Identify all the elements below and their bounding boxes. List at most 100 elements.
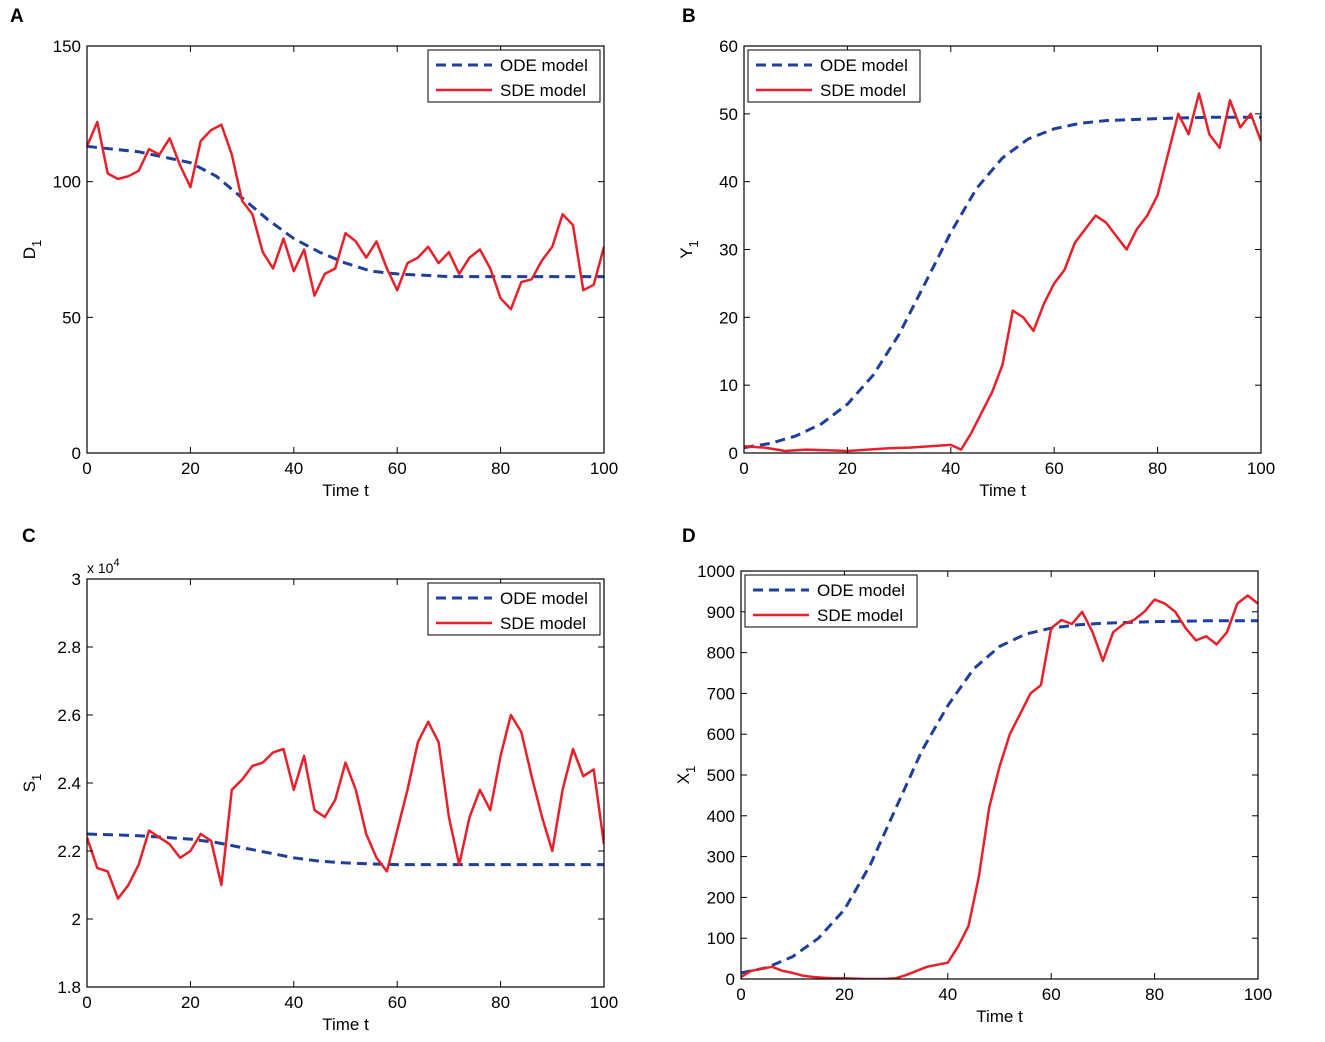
x-tick-label: 40	[941, 459, 960, 478]
legend-sde-label: SDE model	[820, 81, 906, 100]
y-tick-label: 600	[707, 725, 735, 744]
x-tick-label: 0	[736, 985, 745, 1004]
y-axis-label: Y1	[677, 240, 701, 259]
axis-exponent-label: x 104	[87, 557, 120, 576]
x-tick-label: 80	[1148, 459, 1167, 478]
x-tick-label: 40	[284, 993, 303, 1012]
x-tick-label: 20	[838, 459, 857, 478]
y-tick-label: 400	[707, 807, 735, 826]
y-tick-label: 40	[719, 173, 738, 192]
y-tick-label: 800	[707, 644, 735, 663]
y-tick-label: 1000	[697, 562, 735, 581]
x-axis-label: Time t	[322, 1015, 369, 1034]
y-tick-label: 200	[707, 888, 735, 907]
x-tick-label: 40	[284, 459, 303, 478]
plot-frame	[86, 45, 605, 454]
y-tick-label: 1.8	[57, 978, 81, 997]
x-tick-label: 60	[388, 993, 407, 1012]
x-tick-label: 100	[1247, 459, 1275, 478]
legend-sde-label: SDE model	[817, 606, 903, 625]
y-axis-label-main: S	[20, 781, 39, 792]
y-tick-label: 300	[707, 848, 735, 867]
ode-series-line	[87, 144, 604, 279]
legend-sde-label: SDE model	[500, 81, 586, 100]
sde-series-line	[87, 713, 604, 900]
panel-letter: C	[22, 526, 36, 547]
x-tick-label: 100	[590, 459, 618, 478]
y-tick-label: 3	[72, 570, 81, 589]
y-axis-label-main: Y	[677, 247, 696, 258]
y-tick-label: 0	[72, 444, 81, 463]
y-tick-label: 50	[62, 308, 81, 327]
plot-frame	[743, 45, 1262, 454]
legend-ode-label: ODE model	[500, 589, 588, 608]
y-axis-label: D1	[20, 240, 44, 260]
y-tick-label: 2.2	[57, 842, 81, 861]
legend-box	[427, 582, 601, 636]
y-axis-label: X1	[674, 766, 698, 785]
y-axis-label-sub: 1	[29, 774, 44, 781]
y-tick-label: 500	[707, 766, 735, 785]
x-tick-label: 0	[82, 993, 91, 1012]
y-tick-label: 100	[53, 173, 81, 192]
plot-frame	[740, 570, 1259, 980]
legend-ode-label: ODE model	[500, 56, 588, 75]
x-axis-label: Time t	[322, 481, 369, 500]
x-tick-label: 60	[1042, 985, 1061, 1004]
y-tick-label: 30	[719, 241, 738, 260]
y-tick-label: 2.4	[57, 774, 81, 793]
panel-letter: A	[10, 6, 24, 27]
legend-box	[747, 49, 921, 103]
y-tick-label: 60	[719, 37, 738, 56]
x-tick-label: 100	[1244, 985, 1272, 1004]
y-axis-label: S1	[20, 774, 44, 793]
y-tick-label: 20	[719, 308, 738, 327]
panel-b: B 0 20 40 60 80 100 0 10 20 30 40 50 60 Time t Y1 ODE mo…	[677, 6, 1275, 500]
x-tick-label: 0	[739, 459, 748, 478]
legend-ode-label: ODE model	[817, 581, 905, 600]
ode-series-line	[744, 115, 1261, 450]
axis-exponent-power: 4	[113, 557, 119, 569]
y-tick-label: 2	[72, 910, 81, 929]
panel-d: D0 20 40 60 80 100010020030040050060070080090…	[674, 526, 1272, 1026]
y-tick-label: 900	[707, 603, 735, 622]
legend: ODE model SDE model	[744, 574, 918, 628]
x-tick-label: 20	[835, 985, 854, 1004]
y-axis-label-sub: 1	[29, 240, 44, 247]
ode-series-line	[741, 619, 1258, 975]
x-tick-label: 0	[82, 459, 91, 478]
x-tick-label: 80	[1145, 985, 1164, 1004]
panel-letter: B	[682, 6, 696, 27]
legend: ODE model SDE model	[427, 582, 601, 636]
legend-box	[744, 574, 918, 628]
x-axis-label: Time t	[979, 481, 1026, 500]
x-tick-label: 60	[388, 459, 407, 478]
y-tick-label: 50	[719, 105, 738, 124]
y-axis-label-sub: 1	[683, 766, 698, 773]
x-tick-label: 80	[491, 993, 510, 1012]
panel-letter: D	[682, 526, 696, 547]
x-tick-label: 20	[181, 993, 200, 1012]
legend: ODE model SDE model	[427, 49, 601, 103]
x-tick-label: 80	[491, 459, 510, 478]
y-axis-label-sub: 1	[686, 240, 701, 247]
x-tick-label: 60	[1045, 459, 1064, 478]
ode-series-line	[87, 832, 604, 867]
y-tick-label: 700	[707, 684, 735, 703]
y-axis-label-main: D	[20, 247, 39, 259]
y-tick-label: 150	[53, 37, 81, 56]
y-axis-label-main: X	[674, 773, 693, 784]
legend: ODE model SDE model	[747, 49, 921, 103]
plot-frame	[86, 578, 605, 988]
sde-series-line	[741, 594, 1258, 979]
y-tick-label: 0	[726, 970, 735, 989]
x-tick-label: 100	[590, 993, 618, 1012]
y-tick-label: 0	[729, 444, 738, 463]
y-tick-label: 100	[707, 929, 735, 948]
legend-ode-label: ODE model	[820, 56, 908, 75]
legend-sde-label: SDE model	[500, 614, 586, 633]
y-tick-label: 10	[719, 376, 738, 395]
x-tick-label: 40	[938, 985, 957, 1004]
x-axis-label: Time t	[976, 1007, 1023, 1026]
